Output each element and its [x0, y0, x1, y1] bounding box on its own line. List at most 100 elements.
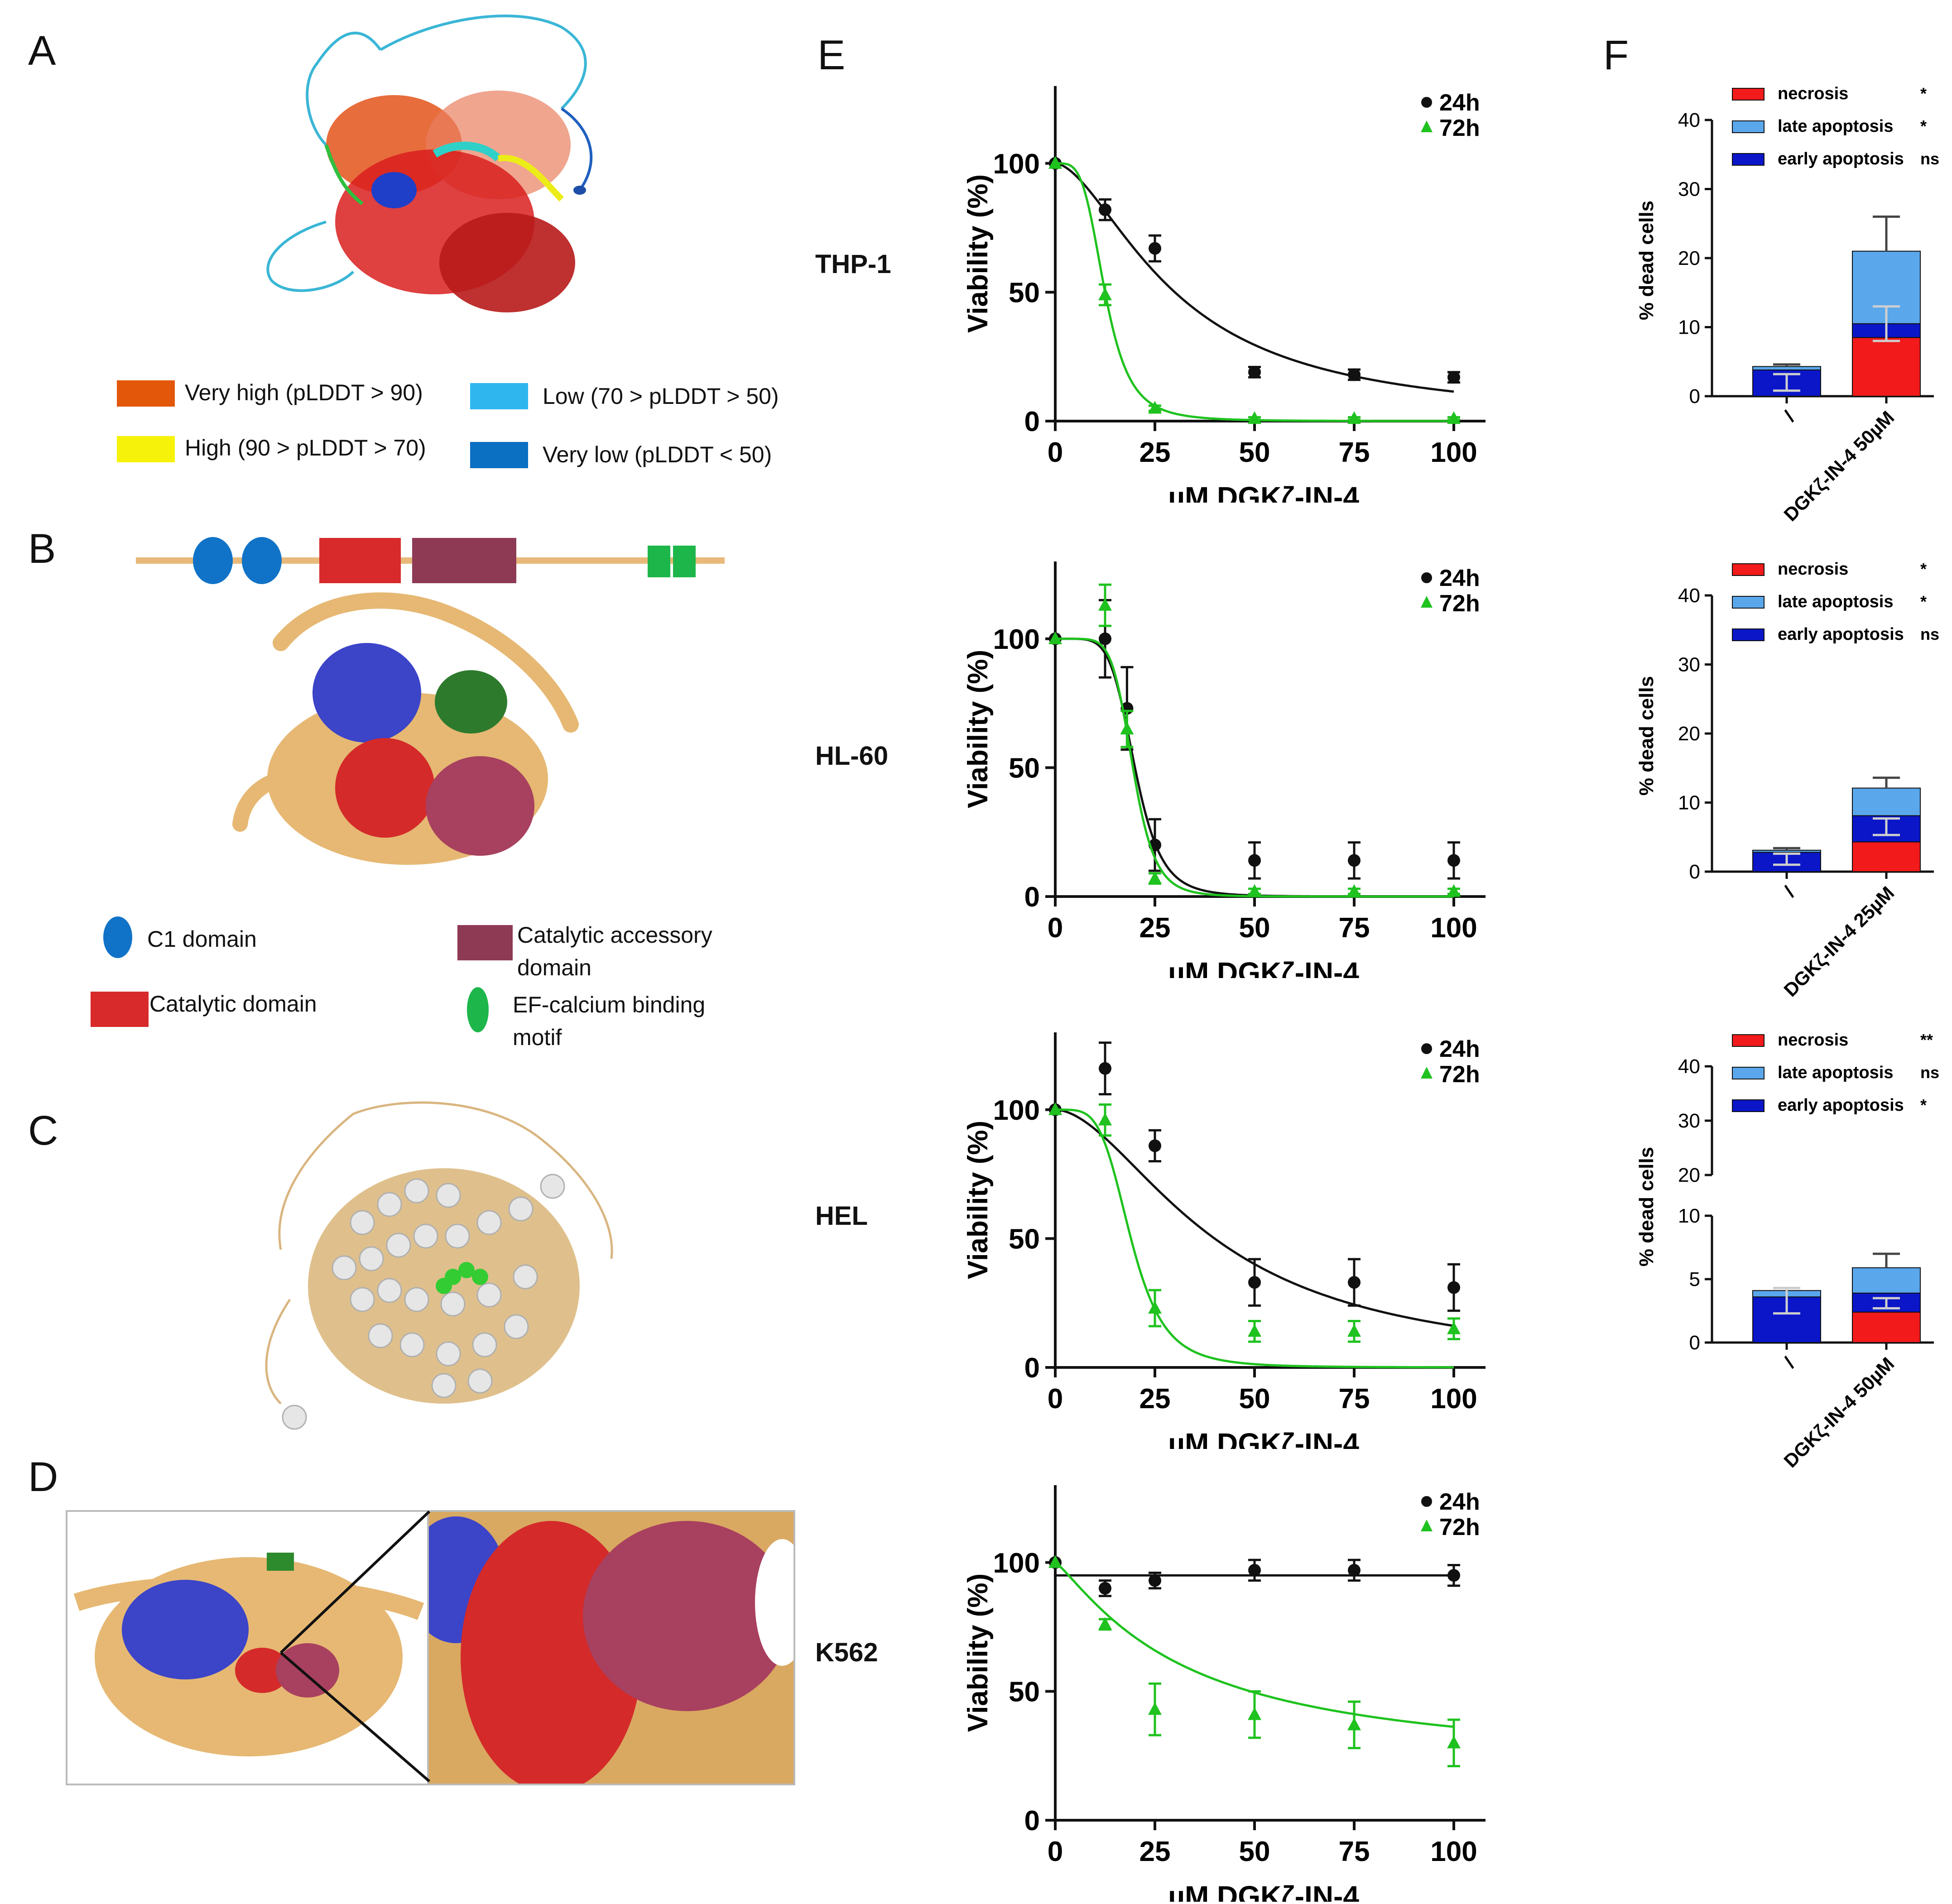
- x-tick-label: 25: [1139, 912, 1171, 944]
- x-tick-label: 50: [1239, 1836, 1270, 1867]
- dead-cells-chart-2: 0 10 20 30 40 % dead cells /DGKζ-IN-4 25µM necr…: [1635, 560, 1939, 1001]
- domain-label-catalytic-accessory-1: Catalytic accessory: [517, 922, 712, 948]
- legend-label-early-apoptosis: early apoptosis: [1778, 1096, 1904, 1115]
- data-point-72h: [1148, 401, 1162, 414]
- plddt-label-very-low: Very low (pLDDT < 50): [543, 442, 772, 467]
- y-tick-label: 20: [1678, 723, 1700, 745]
- x-tick-label: 100: [1430, 437, 1477, 468]
- legend-swatch-late-apoptosis: [1732, 596, 1764, 609]
- y-tick-label: 10: [1678, 1205, 1700, 1227]
- y-tick-label: 50: [1009, 1676, 1040, 1707]
- data-point-72h: [1098, 288, 1112, 301]
- x-category-label: DGKζ-IN-4 50µM: [1779, 407, 1898, 525]
- y-tick-label: 0: [1024, 1352, 1040, 1384]
- legend-label-24h: 24h: [1439, 1489, 1480, 1515]
- x-tick-label: 50: [1239, 437, 1270, 468]
- c1-domain-icon: [103, 916, 132, 958]
- y-axis-title: Viability (%): [962, 174, 994, 333]
- y-axis-title: Viability (%): [962, 1121, 994, 1279]
- y-tick-label: 0: [1689, 1332, 1700, 1354]
- x-tick-label: 75: [1339, 912, 1370, 944]
- domain-label-catalytic-accessory-2: domain: [517, 955, 591, 980]
- data-point-24h: [1348, 1276, 1361, 1289]
- viability-chart-hel: 0 50 100 0 25 50 75 100 µM DGKζ-IN-4 Viability (%…: [962, 1032, 1486, 1449]
- significance-label: *: [1920, 592, 1927, 611]
- y-tick-label: 0: [1689, 385, 1700, 408]
- data-point-72h: [1048, 156, 1062, 169]
- legend-label-early-apoptosis: early apoptosis: [1778, 625, 1904, 644]
- x-tick-label: 100: [1430, 912, 1477, 944]
- cell-line-label-hel: HEL: [815, 1201, 868, 1231]
- domain-label-c1: C1 domain: [147, 926, 257, 952]
- data-point-24h: [1149, 242, 1161, 255]
- legend-marker-72h: [1421, 1067, 1433, 1079]
- y-tick-label: 10: [1678, 317, 1700, 339]
- y-axis-title: % dead cells: [1635, 676, 1658, 796]
- x-tick-label: 75: [1339, 1836, 1370, 1867]
- data-point-24h: [1348, 368, 1361, 381]
- x-tick-label: 0: [1048, 1383, 1063, 1415]
- x-tick-label: 0: [1048, 1836, 1063, 1867]
- legend-swatch-early-apoptosis: [1732, 628, 1764, 641]
- data-point-24h: [1447, 854, 1460, 867]
- cell-line-label-thp1: THP-1: [815, 249, 891, 279]
- fit-curve-72h: [1055, 1108, 1454, 1369]
- data-point-72h: [1347, 1717, 1361, 1731]
- y-tick-label: 40: [1678, 585, 1700, 607]
- legend-swatch-necrosis: [1732, 1034, 1764, 1047]
- legend-label-necrosis: necrosis: [1778, 84, 1848, 103]
- y-tick-label: 40: [1678, 1055, 1700, 1078]
- zoom-connector-lines: [279, 1510, 431, 1783]
- data-point-24h: [1099, 1062, 1111, 1075]
- y-tick-label: 30: [1678, 1110, 1700, 1132]
- legend-marker-24h: [1421, 1496, 1432, 1507]
- y-tick-label: 20: [1678, 247, 1700, 269]
- data-point-24h: [1248, 1276, 1261, 1289]
- x-category-label: /: [1780, 882, 1799, 901]
- fit-curve-72h: [1055, 162, 1454, 422]
- viability-chart-hl60: 0 50 100 0 25 50 75 100 µM DGKζ-IN-4 Viability (%…: [962, 561, 1486, 978]
- y-axis-title: % dead cells: [1635, 201, 1658, 320]
- legend-label-72h: 72h: [1439, 590, 1480, 617]
- legend-label-necrosis: necrosis: [1778, 560, 1848, 579]
- surface-structure-b: [232, 592, 579, 865]
- bar-segment-necrosis: [1852, 841, 1921, 872]
- y-tick-label: 100: [993, 149, 1040, 180]
- dead-cells-chart-3: 20 30 40 0 5 10 % dead cells /DGKζ-IN-4 50µM nec…: [1635, 1031, 1939, 1472]
- x-tick-label: 0: [1048, 437, 1063, 468]
- domain-schematic: [136, 537, 725, 584]
- legend-label-late-apoptosis: late apoptosis: [1778, 117, 1894, 136]
- data-point-24h: [1149, 1574, 1161, 1587]
- legend-label-late-apoptosis: late apoptosis: [1778, 1063, 1894, 1082]
- y-tick-label: 100: [993, 1548, 1040, 1579]
- legend-label-72h: 72h: [1439, 1514, 1480, 1540]
- legend-label-72h: 72h: [1439, 1061, 1480, 1088]
- cell-line-label-k562: K562: [815, 1638, 878, 1667]
- y-tick-label: 30: [1678, 178, 1700, 201]
- legend-swatch-early-apoptosis: [1732, 153, 1764, 166]
- y-tick-label: 50: [1009, 1223, 1040, 1255]
- legend-label-early-apoptosis: early apoptosis: [1778, 149, 1904, 168]
- legend-marker-24h: [1421, 572, 1432, 583]
- x-tick-label: 75: [1339, 1383, 1370, 1415]
- x-category-label: /: [1780, 1353, 1799, 1372]
- data-point-24h: [1348, 854, 1361, 867]
- y-tick-label: 40: [1678, 109, 1700, 131]
- y-tick-label: 0: [1024, 406, 1040, 437]
- y-axis-title: Viability (%): [962, 1573, 994, 1732]
- y-tick-label: 0: [1024, 882, 1040, 913]
- panel-label-e: E: [817, 32, 846, 78]
- data-point-72h: [1148, 1301, 1162, 1314]
- data-point-72h: [1098, 598, 1112, 611]
- catalytic-accessory-swatch: [457, 925, 513, 960]
- data-point-72h: [1048, 1555, 1062, 1568]
- legend-swatch-necrosis: [1732, 563, 1764, 576]
- y-tick-label: 20: [1678, 1164, 1700, 1186]
- bar-segment-late-apoptosis: [1752, 366, 1821, 371]
- data-point-72h: [1248, 411, 1261, 424]
- ef-calcium-motif-icon: [467, 987, 489, 1032]
- data-point-72h: [1347, 411, 1361, 424]
- data-point-72h: [1048, 1102, 1062, 1115]
- plddt-swatch-very-low: [470, 442, 528, 468]
- data-point-72h: [1447, 884, 1461, 897]
